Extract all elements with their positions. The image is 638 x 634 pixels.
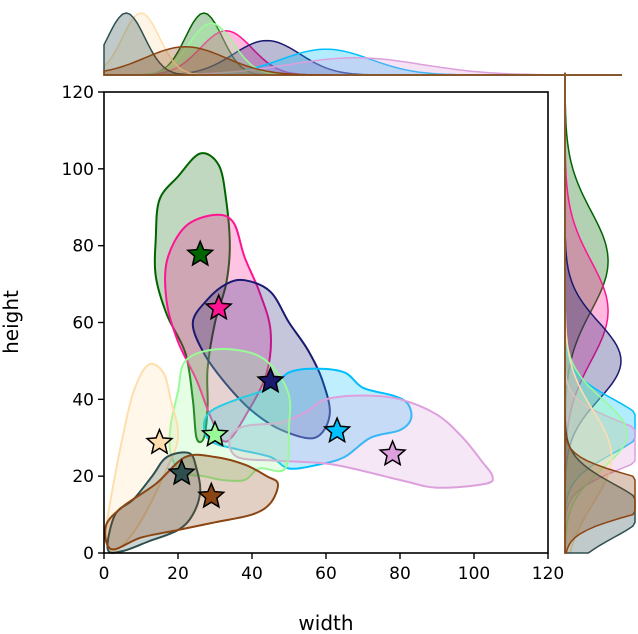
y-axis-label: height — [0, 290, 23, 354]
x-tick-label: 60 — [315, 564, 337, 584]
kde-contour-deepskyblue — [202, 367, 413, 470]
kde-contour-darkgreen — [153, 152, 231, 444]
y-tick-label: 0 — [83, 544, 94, 564]
x-tick-label: 100 — [458, 564, 490, 584]
kde-contour-navajowhite — [104, 362, 180, 553]
y-tick-label: 120 — [62, 83, 94, 103]
x-tick-label: 80 — [389, 564, 411, 584]
center-star-darkgreen — [185, 239, 215, 267]
center-star-saddlebrown — [197, 481, 226, 509]
center-star-plum — [378, 439, 407, 467]
x-axis: 0 20 40 60 80 100 120 — [99, 553, 564, 584]
top-marginal-kde — [103, 12, 622, 76]
x-tick-label: 20 — [167, 564, 189, 584]
center-star-navajowhite — [145, 427, 174, 455]
top-kde-saddlebrown — [103, 46, 622, 76]
right-marginal-kde — [564, 72, 636, 554]
y-tick-label: 80 — [72, 237, 94, 257]
kde-contour-saddlebrown — [104, 453, 279, 551]
y-tick-label: 100 — [62, 160, 94, 180]
y-tick-label: 40 — [72, 390, 94, 410]
center-star-darkslategray — [167, 458, 196, 486]
kde-contour-deeppink — [164, 213, 272, 443]
x-axis-label: width — [298, 611, 353, 634]
x-tick-label: 120 — [532, 564, 564, 584]
x-tick-label: 40 — [241, 564, 263, 584]
y-tick-label: 60 — [72, 314, 94, 334]
right-kde-saddlebrown — [564, 72, 636, 554]
center-star-palegreen — [200, 419, 230, 447]
y-tick-label: 20 — [72, 467, 94, 487]
kde-contour-plum — [228, 394, 494, 489]
y-axis: 0 20 40 60 80 100 120 — [62, 83, 104, 564]
center-star-deeppink — [204, 293, 233, 321]
center-stars — [145, 239, 407, 509]
center-star-midnightblue — [256, 366, 285, 394]
x-tick-label: 0 — [99, 564, 110, 584]
center-star-deepskyblue — [322, 416, 352, 444]
kde-contours — [104, 152, 494, 554]
